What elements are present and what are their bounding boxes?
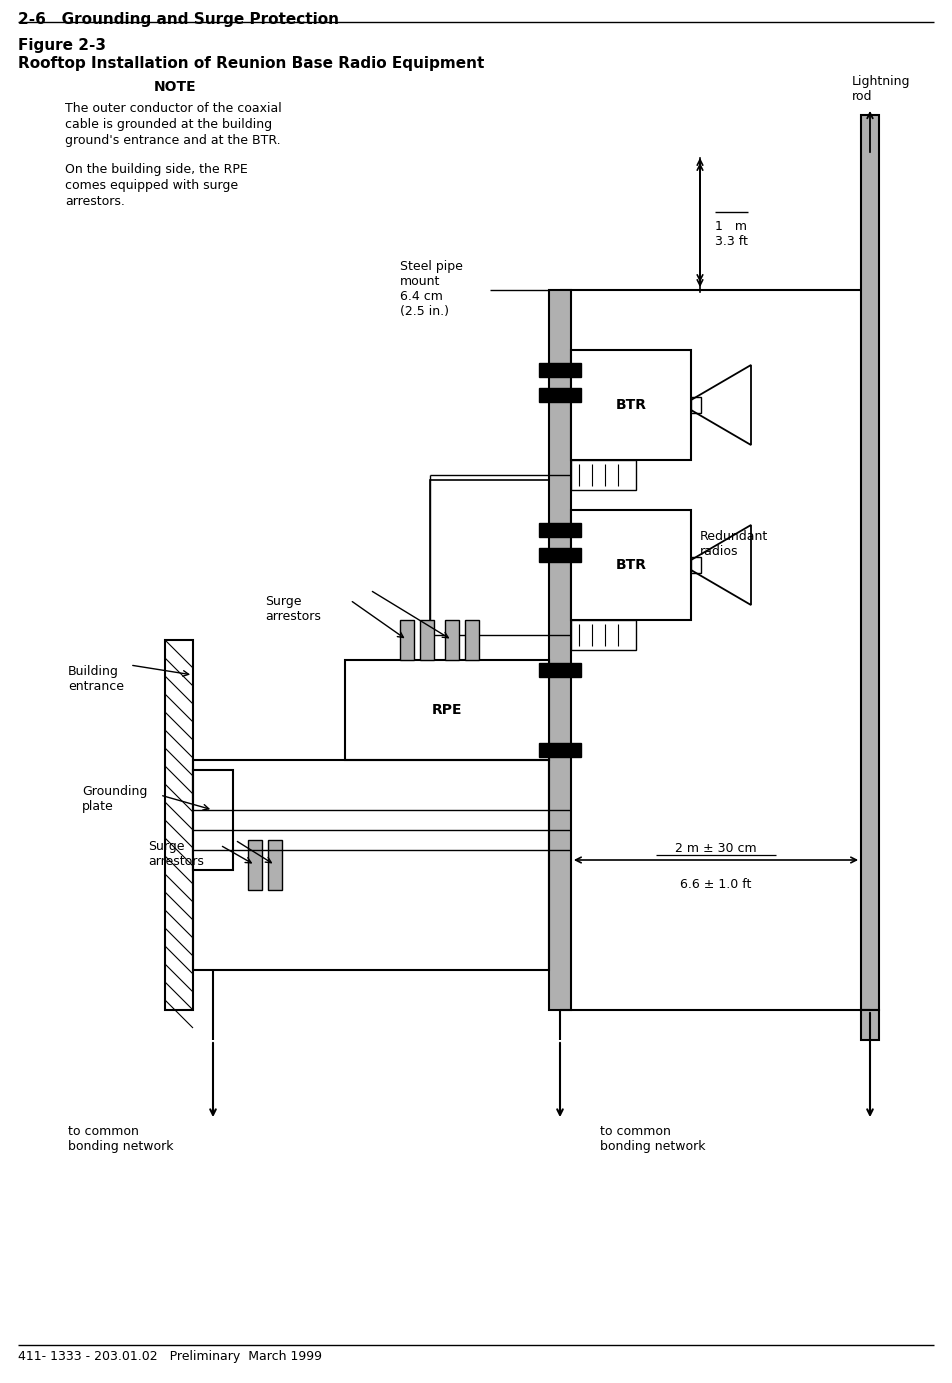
Text: Steel pipe
mount
6.4 cm
(2.5 in.): Steel pipe mount 6.4 cm (2.5 in.) — [400, 260, 463, 318]
Text: NOTE: NOTE — [153, 80, 196, 94]
Bar — [539, 362, 581, 378]
Text: 2-6   Grounding and Surge Protection: 2-6 Grounding and Surge Protection — [18, 12, 339, 28]
Text: arrestors.: arrestors. — [65, 195, 125, 207]
Text: Redundant
radios: Redundant radios — [700, 530, 768, 557]
Text: 2 m ± 30 cm: 2 m ± 30 cm — [675, 842, 757, 855]
Text: ground's entrance and at the BTR.: ground's entrance and at the BTR. — [65, 134, 281, 147]
Text: comes equipped with surge: comes equipped with surge — [65, 178, 238, 192]
Text: On the building side, the RPE: On the building side, the RPE — [65, 163, 248, 176]
Bar — [268, 839, 282, 891]
Text: Surge
arrestors: Surge arrestors — [265, 595, 321, 622]
Text: cable is grounded at the building: cable is grounded at the building — [65, 118, 272, 131]
Bar — [571, 350, 691, 461]
Bar — [420, 620, 434, 660]
Bar — [345, 660, 549, 761]
Text: BTR: BTR — [616, 398, 646, 412]
Bar — [571, 461, 636, 490]
Bar — [248, 839, 262, 891]
Bar — [465, 620, 479, 660]
Bar — [193, 761, 549, 969]
Bar — [861, 1010, 879, 1040]
Bar — [539, 662, 581, 678]
Bar — [445, 620, 459, 660]
Text: Figure 2-3: Figure 2-3 — [18, 37, 106, 53]
Bar — [571, 510, 691, 620]
Bar — [539, 548, 581, 561]
Text: to common
bonding network: to common bonding network — [600, 1124, 705, 1153]
Bar — [430, 480, 549, 660]
Text: Rooftop Installation of Reunion Base Radio Equipment: Rooftop Installation of Reunion Base Rad… — [18, 55, 485, 71]
Bar — [571, 620, 636, 650]
Bar — [691, 557, 701, 573]
Text: 6.6 ± 1.0 ft: 6.6 ± 1.0 ft — [681, 878, 752, 891]
Text: Building
entrance: Building entrance — [68, 665, 124, 693]
Bar — [539, 743, 581, 757]
Text: 411- 1333 - 203.01.02   Preliminary  March 1999: 411- 1333 - 203.01.02 Preliminary March … — [18, 1350, 322, 1364]
Text: to common
bonding network: to common bonding network — [68, 1124, 173, 1153]
Bar — [193, 770, 233, 870]
Text: Grounding
plate: Grounding plate — [82, 786, 148, 813]
Bar — [165, 640, 193, 1010]
Text: Surge
arrestors: Surge arrestors — [148, 839, 204, 869]
Text: 1   m
3.3 ft: 1 m 3.3 ft — [715, 220, 748, 248]
Text: The outer conductor of the coaxial: The outer conductor of the coaxial — [65, 102, 282, 115]
Text: RPE: RPE — [432, 703, 463, 716]
Bar — [539, 523, 581, 537]
Bar — [539, 389, 581, 402]
Bar — [861, 115, 879, 1010]
Text: Lightning
rod: Lightning rod — [852, 75, 910, 102]
Bar — [691, 397, 701, 414]
Text: BTR: BTR — [616, 557, 646, 573]
Bar — [549, 290, 571, 1010]
Bar — [400, 620, 414, 660]
